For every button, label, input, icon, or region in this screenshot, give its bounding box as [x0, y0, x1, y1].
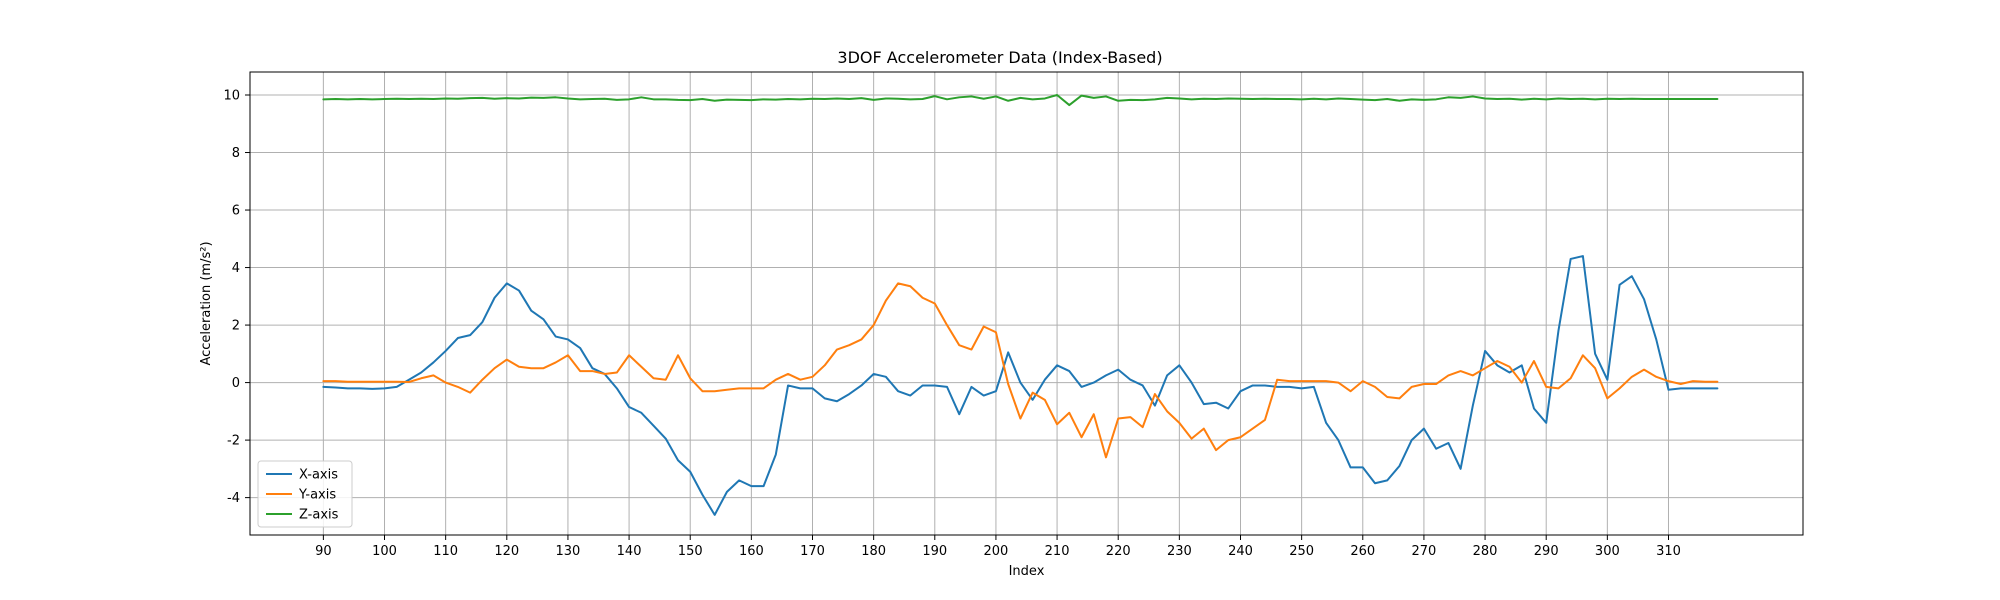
x-tick-label: 150 [678, 544, 703, 559]
legend-box [257, 460, 353, 528]
y-tick-label: 6 [232, 204, 240, 219]
x-tick-label: 120 [494, 544, 519, 559]
plot-frame [249, 71, 1804, 536]
series-layer [322, 94, 1719, 516]
y-tick-label: 2 [232, 319, 240, 334]
x-tick-label: 180 [861, 544, 886, 559]
series-line-y-axis [322, 282, 1719, 459]
x-tick-label: 130 [556, 544, 581, 559]
legend-label-y-axis: Y-axis [298, 488, 336, 503]
y-tick-label: 8 [232, 146, 240, 161]
x-tick-label: 110 [433, 544, 458, 559]
x-tick-label: 300 [1595, 544, 1620, 559]
x-tick-label: 310 [1656, 544, 1681, 559]
x-tick-label: 170 [800, 544, 825, 559]
y-tick-label: -2 [227, 434, 240, 449]
x-tick-label: 250 [1289, 544, 1314, 559]
chart-title: 3DOF Accelerometer Data (Index-Based) [837, 48, 1162, 67]
y-axis-label: Acceleration (m/s²) [199, 241, 214, 365]
y-tick-label: 0 [232, 376, 240, 391]
series-line-z-axis [322, 94, 1719, 107]
x-tick-label: 210 [1045, 544, 1070, 559]
x-tick-label: 200 [984, 544, 1009, 559]
x-tick-label: 220 [1106, 544, 1131, 559]
x-tick-label: 240 [1228, 544, 1253, 559]
x-tick-label: 290 [1534, 544, 1559, 559]
legend-label-x-axis: X-axis [299, 468, 338, 483]
x-tick-label: 270 [1412, 544, 1437, 559]
x-tick-label: 280 [1473, 544, 1498, 559]
y-tick-label: 10 [223, 89, 240, 104]
x-axis-label: Index [1009, 564, 1045, 579]
y-tick-label: 4 [232, 261, 240, 276]
x-tick-label: 260 [1350, 544, 1375, 559]
x-tick-label: 140 [617, 544, 642, 559]
legend-label-z-axis: Z-axis [299, 508, 339, 523]
x-tick-label: 100 [372, 544, 397, 559]
grid-layer [250, 72, 1803, 535]
x-tick-label: 90 [315, 544, 332, 559]
legend: X-axis Y-axis Z-axis [257, 460, 353, 528]
x-tick-label: 190 [922, 544, 947, 559]
x-tick-label: 230 [1167, 544, 1192, 559]
y-tick-label: -4 [227, 491, 240, 506]
ticks-layer: 90 100 110 120 130 140 150 160 170 180 190 200 210 22… [223, 89, 1680, 559]
x-tick-label: 160 [739, 544, 764, 559]
series-line-x-axis [322, 255, 1719, 516]
